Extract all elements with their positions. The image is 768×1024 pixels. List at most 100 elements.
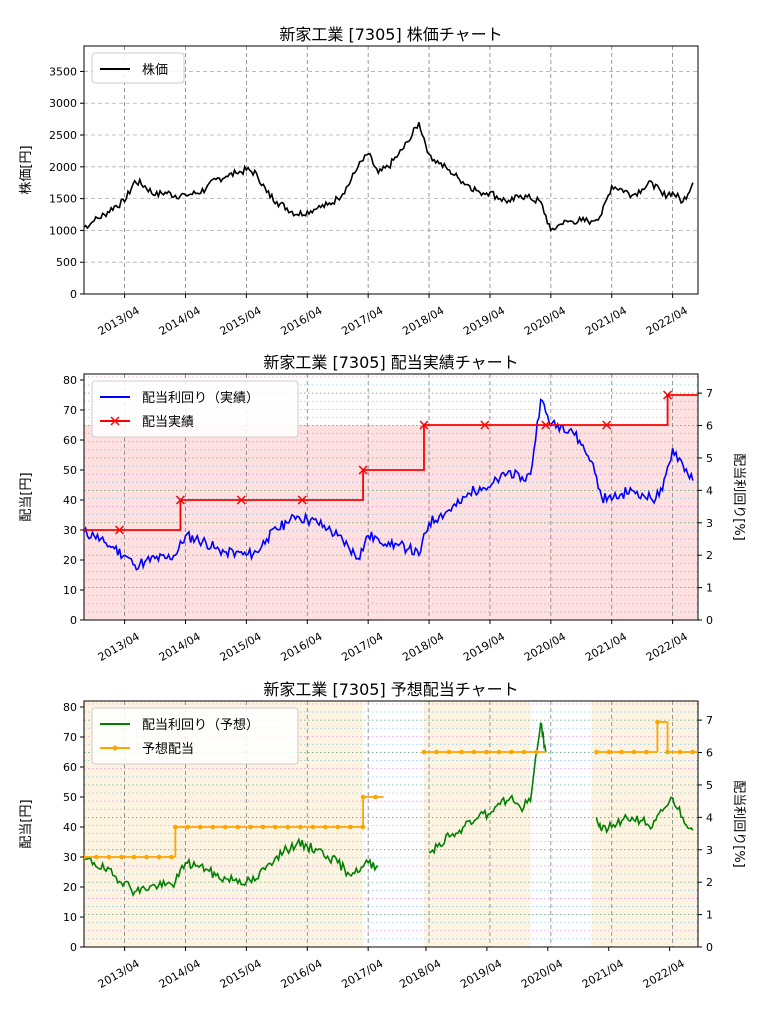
y2-axis-label: 配当利回り[%]: [731, 453, 746, 541]
dividend-forecast-marker: [655, 719, 660, 725]
x-tick-label: 2018/04: [400, 630, 446, 664]
dividend-forecast-marker: [521, 749, 527, 755]
plot-frame: [83, 700, 699, 948]
y-tick-label: 1500: [49, 193, 77, 206]
legend-label: 配当実績: [142, 414, 194, 430]
yield-actual-line: [84, 398, 694, 571]
x-tick-label: 2022/04: [644, 304, 690, 338]
y-tick-label: 50: [63, 791, 77, 804]
x-tick-label: 2017/04: [339, 304, 385, 338]
dividend-forecast-marker: [210, 824, 216, 830]
yield-forecast-line: [428, 722, 547, 855]
dividend-forecast-marker: [606, 749, 612, 755]
y2-tick-label: 4: [706, 811, 713, 824]
dividend-forecast-marker: [198, 824, 203, 830]
chart-title: 新家工業 [7305] 配当実績チャート: [263, 353, 518, 372]
x-tick-label: 2016/04: [278, 304, 324, 338]
legend-label: 株価: [142, 63, 168, 78]
x-tick-label: 2013/04: [96, 957, 142, 991]
series-group: [84, 390, 698, 571]
dividend-actual-marker: [663, 390, 673, 400]
y2-tick-label: 4: [706, 484, 713, 497]
y-tick-label: 70: [63, 731, 77, 744]
y-tick-label: 3500: [49, 65, 77, 78]
y2-tick-label: 6: [706, 420, 713, 433]
dividend-actual-line: [84, 394, 698, 531]
y2-tick-label: 7: [706, 387, 713, 400]
dividend-forecast-marker: [169, 854, 174, 860]
yield-forecast-line: [84, 837, 379, 898]
y2-tick-label: 1: [706, 582, 713, 595]
dividend-forecast-marker: [619, 749, 624, 755]
y-tick-label: 0: [70, 614, 77, 627]
x-tick-label: 2019/04: [461, 630, 507, 664]
y-tick-label: 60: [63, 761, 77, 774]
y-tick-label: 20: [63, 881, 77, 894]
x-tick-label: 2016/04: [278, 630, 324, 664]
dividend-forecast-marker: [156, 854, 162, 860]
x-tick-label: 2020/04: [519, 957, 565, 991]
y-tick-label: 500: [56, 256, 77, 269]
dividend-forecast-marker: [235, 824, 241, 830]
dividend-forecast-marker: [273, 824, 278, 830]
x-tick-label: 2015/04: [218, 630, 264, 664]
dividend-forecast-marker: [173, 824, 178, 830]
y-tick-label: 2000: [49, 161, 77, 174]
dividend-forecast-marker: [84, 854, 87, 860]
y-tick-label: 50: [63, 464, 77, 477]
x-tick-label: 2021/04: [583, 630, 629, 664]
x-tick-label: 2016/04: [278, 957, 324, 991]
legend-label: 予想配当: [142, 741, 194, 757]
y2-tick-label: 3: [706, 844, 713, 857]
x-tick-label: 2022/04: [641, 957, 687, 991]
dividend-actual-marker: [419, 420, 429, 430]
x-tick-label: 2020/04: [522, 304, 568, 338]
x-tick-label: 2019/04: [458, 957, 504, 991]
dividend-actual-marker: [602, 420, 612, 430]
legend-marker: [110, 416, 120, 426]
dividend-forecast-marker: [285, 824, 291, 830]
series-group: [84, 122, 694, 233]
yield-forecast-line: [595, 796, 694, 835]
x-tick-label: 2018/04: [397, 957, 443, 991]
dividend-forecast-marker: [119, 854, 124, 860]
dividend-forecast-marker: [484, 749, 489, 755]
dividend-actual-marker: [175, 495, 185, 505]
x-tick-label: 2021/04: [580, 957, 626, 991]
x-tick-label: 2014/04: [157, 630, 203, 664]
y-tick-label: 3000: [49, 97, 77, 110]
y2-tick-label: 6: [706, 747, 713, 760]
y2-tick-label: 1: [706, 909, 713, 922]
y-tick-label: 40: [63, 821, 77, 834]
dividend-forecast-marker: [348, 824, 353, 830]
legend-box: [91, 52, 185, 84]
y2-tick-label: 5: [706, 452, 713, 465]
price-line: [84, 122, 694, 233]
plot-frame: [83, 373, 699, 621]
x-tick-label: 2015/04: [218, 957, 264, 991]
x-tick-label: 2013/04: [96, 630, 142, 664]
dividend-actual-marker: [480, 420, 490, 430]
y-axis-label: 配当[円]: [19, 799, 34, 848]
legend-label: 配当利回り（予想）: [142, 717, 259, 733]
x-tick-label: 2022/04: [644, 630, 690, 664]
dividend-forecast-marker: [471, 749, 477, 755]
dividend-forecast-marker: [223, 824, 228, 830]
dividend-forecast-marker: [310, 824, 316, 830]
dividend-forecast-marker: [446, 749, 452, 755]
dividend-forecast-marker: [360, 794, 366, 800]
dividend-forecast-marker: [94, 854, 99, 860]
dividend-forecast-marker: [496, 749, 502, 755]
legend-marker: [112, 745, 118, 751]
dividend-forecast-marker: [594, 749, 599, 755]
chart-title: 新家工業 [7305] 予想配当チャート: [263, 680, 518, 699]
dividend-forecast-marker: [665, 749, 670, 755]
y-tick-label: 60: [63, 434, 77, 447]
dividend-forecast-marker: [335, 824, 341, 830]
plot-frame: [83, 45, 699, 295]
y-tick-label: 1000: [49, 224, 77, 237]
dividend-forecast-marker: [677, 749, 683, 755]
dividend-forecast-marker: [373, 794, 378, 800]
legend-box: [91, 707, 299, 765]
